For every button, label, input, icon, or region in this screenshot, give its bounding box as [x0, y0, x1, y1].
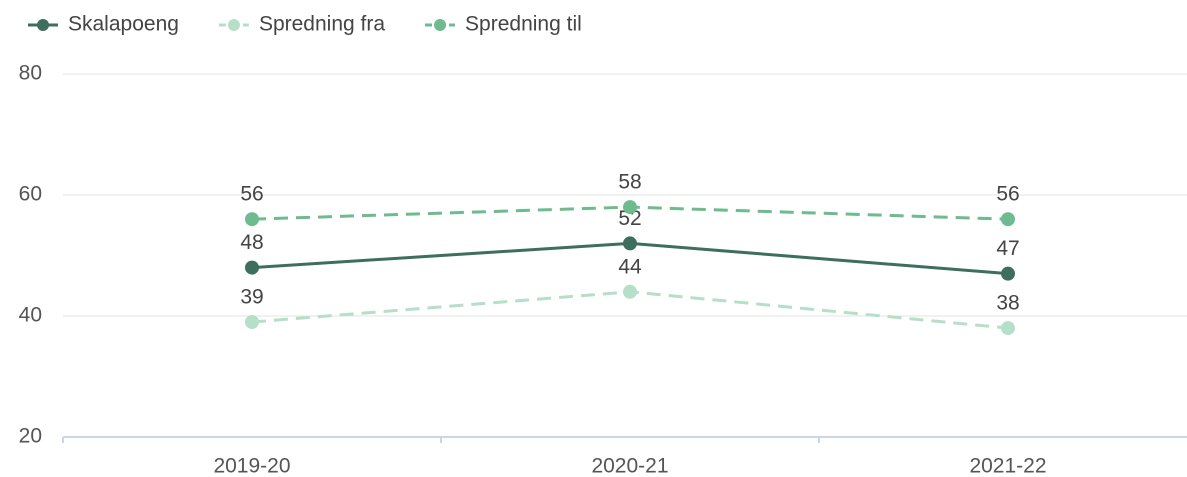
- legend-marker: [227, 19, 240, 31]
- x-tick-label: 2020-21: [591, 455, 668, 477]
- data-point: [245, 315, 259, 330]
- y-tick-label: 60: [19, 183, 42, 206]
- data-label: 39: [240, 286, 263, 309]
- data-label: 58: [618, 171, 641, 194]
- y-tick-label: 40: [19, 304, 42, 327]
- data-point: [623, 200, 637, 215]
- x-tick-label: 2021-22: [969, 455, 1046, 477]
- y-tick-label: 20: [19, 425, 42, 448]
- data-label: 52: [618, 207, 641, 230]
- legend-label: Skalapoeng: [68, 13, 179, 36]
- data-label: 38: [996, 292, 1019, 315]
- data-label: 56: [240, 183, 263, 206]
- legend-label: Spredning til: [465, 13, 582, 36]
- data-label: 47: [996, 237, 1019, 260]
- data-point: [1001, 266, 1015, 281]
- x-tick-label: 2019-20: [213, 455, 290, 477]
- data-point: [1001, 321, 1015, 336]
- data-point: [623, 236, 637, 251]
- data-point: [1001, 212, 1015, 227]
- legend-label: Spredning fra: [259, 13, 385, 36]
- data-point: [245, 212, 259, 227]
- legend-marker: [37, 19, 49, 31]
- data-point: [623, 284, 637, 299]
- y-tick-label: 80: [19, 62, 42, 85]
- data-point: [245, 260, 259, 275]
- data-label: 56: [996, 183, 1019, 206]
- data-label: 48: [240, 231, 263, 254]
- data-label: 44: [618, 255, 642, 278]
- legend-marker: [434, 19, 447, 31]
